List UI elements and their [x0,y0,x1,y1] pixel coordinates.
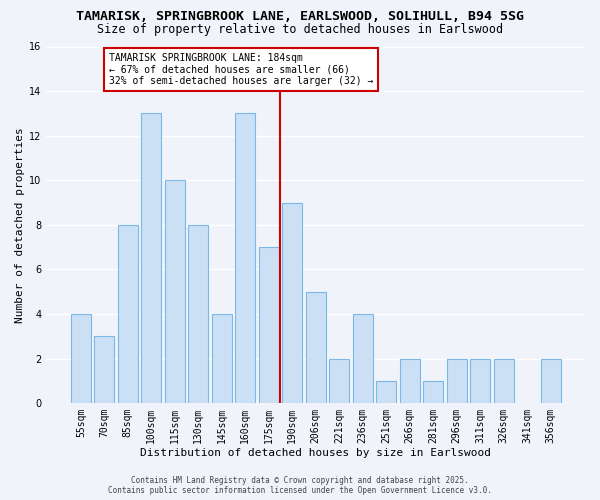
Bar [235,114,255,403]
Text: Contains HM Land Registry data © Crown copyright and database right 2025.
Contai: Contains HM Land Registry data © Crown c… [108,476,492,495]
Bar [470,358,490,403]
Text: Size of property relative to detached houses in Earlswood: Size of property relative to detached ho… [97,22,503,36]
Bar [165,180,185,403]
Bar [446,358,467,403]
Bar [282,202,302,403]
Bar [118,225,138,403]
Bar [423,381,443,403]
Bar [259,247,279,403]
Bar [400,358,419,403]
Bar [142,114,161,403]
Bar [494,358,514,403]
Bar [94,336,115,403]
Bar [329,358,349,403]
Y-axis label: Number of detached properties: Number of detached properties [15,127,25,322]
X-axis label: Distribution of detached houses by size in Earlswood: Distribution of detached houses by size … [140,448,491,458]
Text: TAMARISK SPRINGBROOK LANE: 184sqm
← 67% of detached houses are smaller (66)
32% : TAMARISK SPRINGBROOK LANE: 184sqm ← 67% … [109,53,373,86]
Bar [306,292,326,403]
Bar [353,314,373,403]
Bar [212,314,232,403]
Text: TAMARISK, SPRINGBROOK LANE, EARLSWOOD, SOLIHULL, B94 5SG: TAMARISK, SPRINGBROOK LANE, EARLSWOOD, S… [76,10,524,23]
Bar [541,358,560,403]
Bar [71,314,91,403]
Bar [376,381,396,403]
Bar [188,225,208,403]
